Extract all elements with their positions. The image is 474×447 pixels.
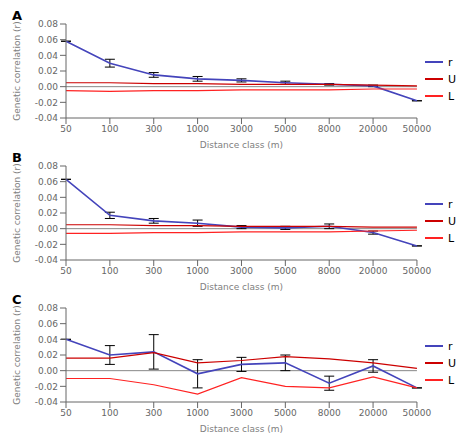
html-text:r: r xyxy=(447,339,453,353)
html-text:r: r xyxy=(447,197,453,211)
svg-text:8000: 8000 xyxy=(318,266,341,276)
svg-text:8000: 8000 xyxy=(318,124,341,134)
svg-text:Distance class (m): Distance class (m) xyxy=(200,282,283,292)
html-text:U: U xyxy=(447,72,456,86)
svg-text:Distance class (m): Distance class (m) xyxy=(200,140,283,150)
svg-text:0.02: 0.02 xyxy=(38,208,58,218)
svg-text:300: 300 xyxy=(145,124,162,134)
svg-text:0.04: 0.04 xyxy=(38,193,58,203)
html-text:U: U xyxy=(447,356,456,370)
svg-text:100: 100 xyxy=(101,124,118,134)
svg-text:50000: 50000 xyxy=(403,266,432,276)
svg-text:50000: 50000 xyxy=(403,408,432,418)
svg-text:20000: 20000 xyxy=(359,124,388,134)
svg-text:1000: 1000 xyxy=(186,266,209,276)
svg-text:-0.02: -0.02 xyxy=(35,382,58,392)
html-text:U: U xyxy=(447,214,456,228)
svg-text:0.04: 0.04 xyxy=(38,335,58,345)
svg-text:Genetic correlation (r): Genetic correlation (r) xyxy=(12,163,22,262)
svg-text:0.08: 0.08 xyxy=(38,303,58,313)
svg-text:50000: 50000 xyxy=(403,124,432,134)
svg-text:-0.02: -0.02 xyxy=(35,240,58,250)
svg-text:50: 50 xyxy=(60,408,72,418)
html-text:A: A xyxy=(12,8,23,23)
svg-text:0.08: 0.08 xyxy=(38,161,58,171)
svg-text:0.00: 0.00 xyxy=(38,82,58,92)
html-text:C: C xyxy=(12,292,22,307)
svg-text:Distance class (m): Distance class (m) xyxy=(200,424,283,434)
svg-text:5000: 5000 xyxy=(274,408,297,418)
svg-text:0.00: 0.00 xyxy=(38,366,58,376)
svg-text:8000: 8000 xyxy=(318,408,341,418)
svg-text:0.06: 0.06 xyxy=(38,177,58,187)
svg-text:-0.02: -0.02 xyxy=(35,98,58,108)
svg-text:3000: 3000 xyxy=(230,408,253,418)
html-text:L: L xyxy=(447,89,455,103)
svg-text:3000: 3000 xyxy=(230,266,253,276)
html-text:B: B xyxy=(12,150,22,165)
svg-text:0.06: 0.06 xyxy=(38,319,58,329)
svg-text:0.08: 0.08 xyxy=(38,19,58,29)
svg-text:5000: 5000 xyxy=(274,266,297,276)
svg-text:1000: 1000 xyxy=(186,124,209,134)
svg-text:-0.04: -0.04 xyxy=(35,397,59,407)
svg-text:-0.04: -0.04 xyxy=(35,255,59,265)
svg-text:50: 50 xyxy=(60,266,72,276)
svg-text:-0.04: -0.04 xyxy=(35,113,59,123)
svg-text:0.06: 0.06 xyxy=(38,35,58,45)
svg-text:300: 300 xyxy=(145,408,162,418)
svg-text:Genetic correlation (r): Genetic correlation (r) xyxy=(12,305,22,404)
svg-text:Genetic correlation (r): Genetic correlation (r) xyxy=(12,21,22,120)
html-text:L: L xyxy=(447,231,455,245)
svg-text:3000: 3000 xyxy=(230,124,253,134)
svg-text:20000: 20000 xyxy=(359,266,388,276)
html-text:L: L xyxy=(447,373,455,387)
svg-text:50: 50 xyxy=(60,124,72,134)
svg-text:0.02: 0.02 xyxy=(38,350,58,360)
svg-text:5000: 5000 xyxy=(274,124,297,134)
svg-text:0.02: 0.02 xyxy=(38,66,58,76)
svg-text:100: 100 xyxy=(101,266,118,276)
svg-text:100: 100 xyxy=(101,408,118,418)
svg-text:0.00: 0.00 xyxy=(38,224,58,234)
html-text:r: r xyxy=(447,55,453,69)
svg-text:20000: 20000 xyxy=(359,408,388,418)
svg-text:0.04: 0.04 xyxy=(38,51,58,61)
svg-text:1000: 1000 xyxy=(186,408,209,418)
svg-text:300: 300 xyxy=(145,266,162,276)
